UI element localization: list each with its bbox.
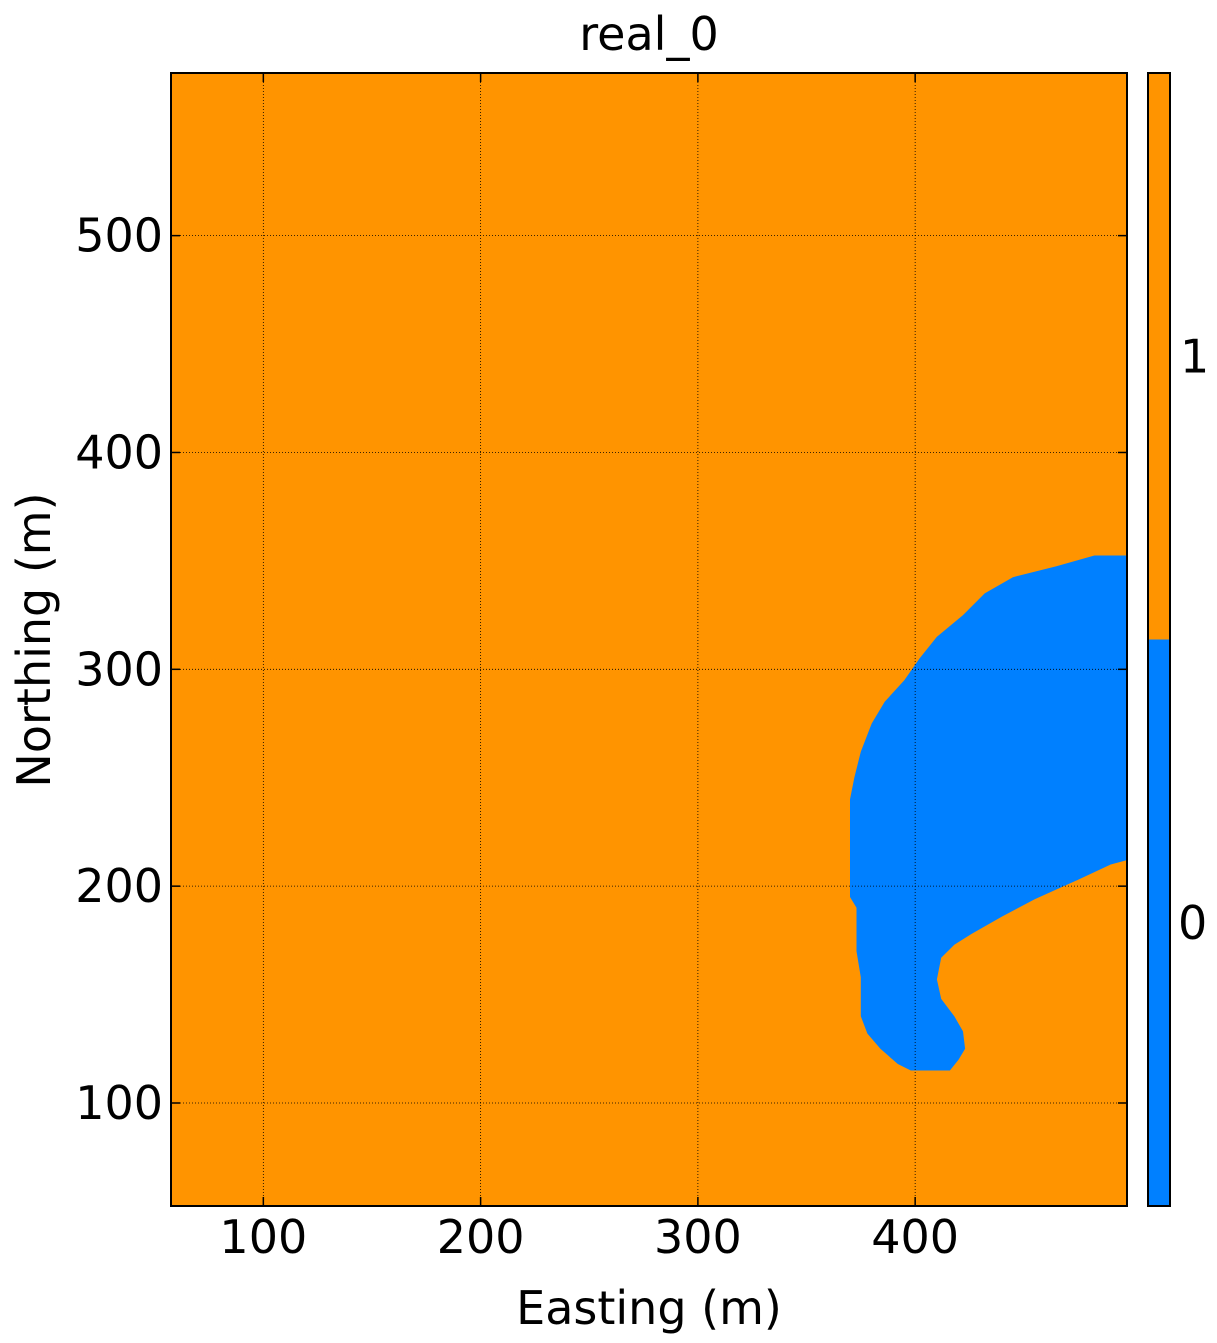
chart-title: real_0 [579, 7, 718, 61]
y-tick-label: 300 [75, 642, 163, 696]
category-0-region [850, 555, 1127, 1071]
grid-lines [171, 73, 1127, 1206]
colorbar-segment-1 [1148, 73, 1170, 640]
x-tick-label: 400 [871, 1210, 959, 1264]
colorbar-segment-0 [1148, 639, 1170, 1206]
x-axis-ticks: 100 200 300 400 [219, 73, 959, 1264]
y-tick-label: 400 [75, 425, 163, 479]
y-tick-label: 200 [75, 859, 163, 913]
y-tick-label: 100 [75, 1076, 163, 1130]
y-axis-label: Northing (m) [7, 492, 61, 787]
colorbar-label-0: 0 [1178, 896, 1207, 950]
x-tick-label: 100 [219, 1210, 307, 1264]
colorbar-frame [1147, 72, 1171, 1207]
x-tick-label: 200 [437, 1210, 525, 1264]
x-tick-label: 300 [654, 1210, 742, 1264]
y-tick-label: 500 [75, 209, 163, 263]
x-axis-label: Easting (m) [516, 1281, 782, 1335]
colorbar: 1 0 [1147, 72, 1209, 1207]
colorbar-label-1: 1 [1180, 329, 1209, 383]
y-axis-ticks: 100 200 300 400 500 [75, 209, 1127, 1130]
plot-area-frame [170, 72, 1128, 1207]
